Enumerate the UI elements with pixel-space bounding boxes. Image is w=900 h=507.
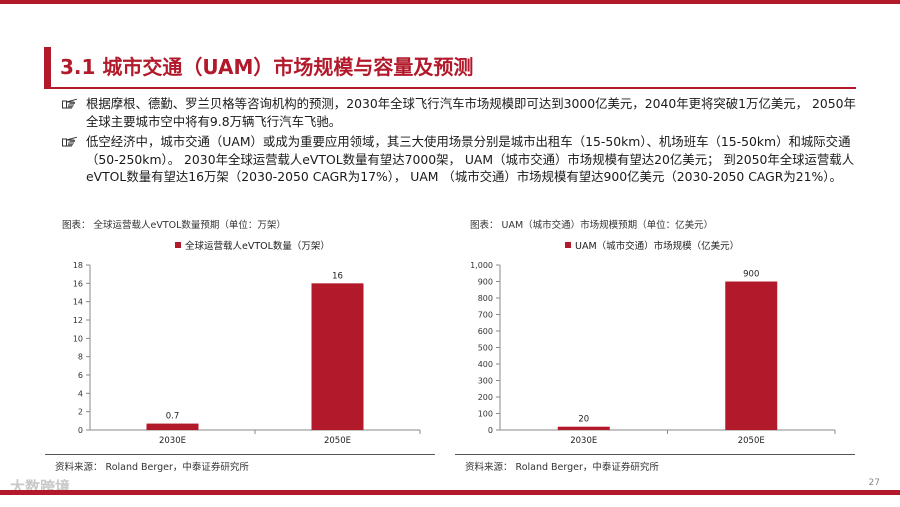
y-tick-label: 800 <box>478 294 493 303</box>
legend-label: UAM（城市交通）市场规模（亿美元） <box>575 241 740 252</box>
bar <box>557 426 610 430</box>
bullet-list: 根据摩根、德勤、罗兰贝格等咨询机构的预测，2030年全球飞行汽车市场规模即可达到… <box>62 95 857 189</box>
page-number: 27 <box>868 478 880 488</box>
bar <box>146 423 199 430</box>
bar <box>725 281 778 430</box>
top-accent-bar <box>0 0 900 4</box>
y-tick-label: 1,000 <box>470 261 493 270</box>
y-tick-label: 0 <box>488 426 493 435</box>
y-tick-label: 900 <box>478 278 493 287</box>
x-tick-label: 2030E <box>159 436 186 446</box>
y-tick-label: 600 <box>478 327 493 336</box>
bullet-item: 根据摩根、德勤、罗兰贝格等咨询机构的预测，2030年全球飞行汽车市场规模即可达到… <box>62 95 857 130</box>
legend-swatch <box>565 242 571 248</box>
y-tick-label: 16 <box>73 279 83 288</box>
y-tick-label: 14 <box>73 298 83 307</box>
y-tick-label: 300 <box>478 377 493 386</box>
y-tick-label: 12 <box>73 316 83 325</box>
y-tick-label: 400 <box>478 360 493 369</box>
data-label: 0.7 <box>166 412 180 422</box>
y-tick-label: 500 <box>478 344 493 353</box>
uam-market-size-chart-svg: 0 100 200 300 400 500 600 700 800 900 1,000 20 2030E… <box>470 261 836 446</box>
x-tick-label: 2050E <box>738 436 765 446</box>
y-tick-label: 200 <box>478 393 493 402</box>
left-figure-caption: 图表： 全球运营载人eVTOL数量预期（单位：万架） <box>62 220 286 231</box>
right-chart-legend: UAM（城市交通）市场规模（亿美元） <box>565 238 739 252</box>
data-label: 16 <box>332 271 343 281</box>
data-label: 20 <box>578 415 589 425</box>
y-tick-label: 700 <box>478 311 493 320</box>
bar <box>311 283 364 430</box>
right-figure-caption: 图表： UAM（城市交通）市场规模预期（单位：亿美元） <box>470 220 714 231</box>
page-title: 3.1 城市交通（UAM）市场规模与容量及预测 <box>60 55 474 79</box>
y-tick-label: 10 <box>73 334 83 343</box>
left-figure-source: 资料来源： Roland Berger，中泰证券研究所 <box>55 462 249 473</box>
bullet-item: 低空经济中，城市交通（UAM）或成为重要应用领域，其三大使用场景分别是城市出租车… <box>62 133 857 186</box>
data-label: 900 <box>743 270 759 280</box>
y-tick-label: 100 <box>478 410 493 419</box>
evtol-count-chart-svg: 0 2 4 6 8 10 12 14 16 18 0.7 2030E 16 2050E <box>73 261 421 446</box>
uam-market-size-chart: 0 100 200 300 400 500 600 700 800 900 1,000 20 2030E… <box>455 255 855 450</box>
y-tick-label: 0 <box>78 426 83 435</box>
y-tick-label: 4 <box>78 389 83 398</box>
title-accent-block <box>44 47 51 87</box>
x-tick-label: 2050E <box>324 436 351 446</box>
y-tick-label: 2 <box>78 408 83 417</box>
x-tick-label: 2030E <box>570 436 597 446</box>
bullet-text: 根据摩根、德勤、罗兰贝格等咨询机构的预测，2030年全球飞行汽车市场规模即可达到… <box>86 96 856 129</box>
left-source-divider <box>45 454 435 455</box>
title-divider <box>44 87 856 89</box>
legend-swatch <box>175 242 181 248</box>
evtol-count-chart: 0 2 4 6 8 10 12 14 16 18 0.7 2030E 16 2050E <box>45 255 435 450</box>
bullet-text: 低空经济中，城市交通（UAM）或成为重要应用领域，其三大使用场景分别是城市出租车… <box>86 134 855 184</box>
right-source-divider <box>455 454 855 455</box>
bottom-accent-bar <box>0 490 900 495</box>
pointing-hand-icon <box>62 136 78 147</box>
legend-label: 全球运营载人eVTOL数量（万架） <box>185 241 330 252</box>
y-tick-label: 8 <box>78 353 83 362</box>
y-tick-label: 6 <box>78 371 83 380</box>
right-figure-source: 资料来源： Roland Berger，中泰证券研究所 <box>465 462 659 473</box>
left-chart-legend: 全球运营载人eVTOL数量（万架） <box>175 238 330 252</box>
pointing-hand-icon <box>62 98 78 109</box>
y-tick-label: 18 <box>73 261 83 270</box>
